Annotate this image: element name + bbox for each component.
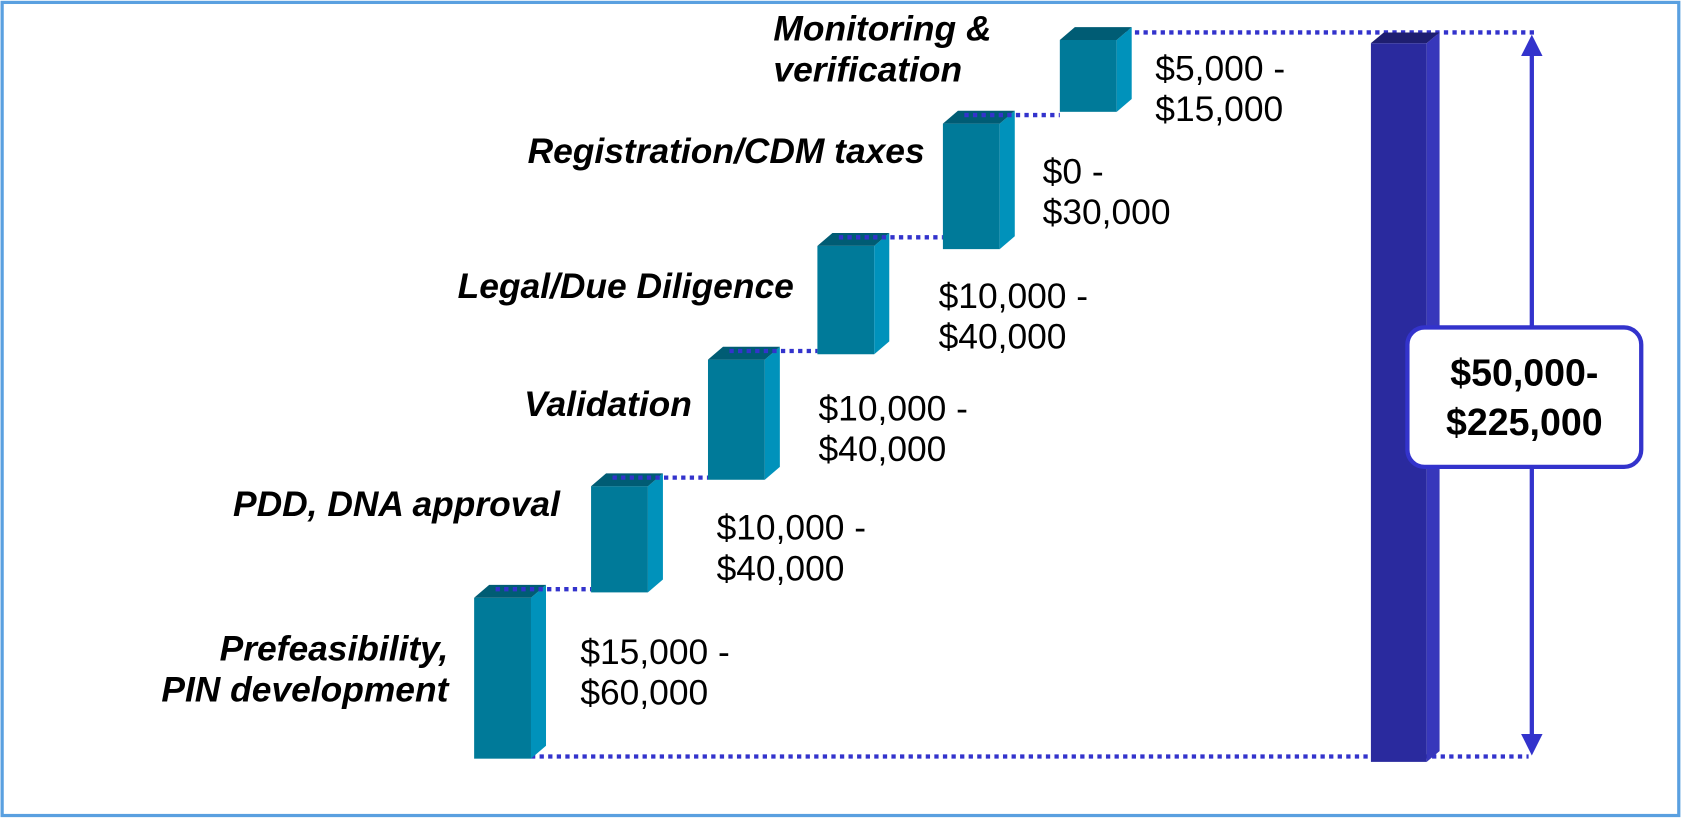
step-label: Monitoring & — [773, 10, 991, 49]
step-cost: $15,000 - — [580, 633, 729, 672]
step-label: Prefeasibility, — [220, 630, 449, 669]
step-bar-side — [999, 110, 1015, 250]
step-bar-side — [1116, 27, 1132, 112]
step-label: Validation — [524, 385, 692, 424]
step-bar-top — [1059, 27, 1132, 40]
step-cost: $60,000 — [580, 674, 708, 713]
total-box — [1405, 325, 1644, 470]
total-bar-top — [1370, 32, 1440, 44]
step-cost: $40,000 — [717, 549, 845, 588]
step-bar-side — [647, 473, 663, 593]
total-text: $50,000- — [1450, 352, 1598, 394]
step-bar-top — [707, 346, 780, 360]
step-bar-top — [942, 110, 1015, 124]
step-bar-top — [591, 473, 663, 487]
step-bar-side — [530, 584, 547, 759]
step-bar — [707, 359, 765, 480]
step-bar-top — [817, 233, 890, 246]
arrow-head — [1521, 34, 1543, 57]
step-label: PIN development — [161, 671, 449, 710]
step-label: verification — [773, 50, 962, 89]
step-cost: $0 - — [1043, 152, 1104, 191]
step-bar — [942, 123, 1000, 250]
step-bar — [817, 245, 875, 355]
total-text: $225,000 — [1446, 401, 1603, 443]
step-cost: $10,000 - — [818, 389, 967, 428]
step-bar — [591, 486, 648, 593]
arrow-head — [1521, 733, 1543, 756]
step-cost: $15,000 — [1155, 90, 1283, 129]
step-cost: $40,000 — [939, 318, 1067, 357]
step-cost: $5,000 - — [1155, 49, 1285, 88]
step-label: PDD, DNA approval — [233, 485, 561, 524]
step-label: Legal/Due Diligence — [458, 267, 794, 306]
step-bar — [474, 597, 531, 759]
step-cost: $40,000 — [818, 430, 946, 469]
step-label: Registration/CDM taxes — [528, 132, 925, 171]
step-bar — [1059, 39, 1117, 112]
step-bar-side — [874, 233, 890, 355]
step-bar-side — [764, 346, 780, 480]
step-cost: $10,000 - — [939, 277, 1088, 316]
step-cost: $30,000 — [1043, 193, 1171, 232]
step-bar-top — [474, 584, 547, 598]
step-cost: $10,000 - — [717, 509, 866, 548]
